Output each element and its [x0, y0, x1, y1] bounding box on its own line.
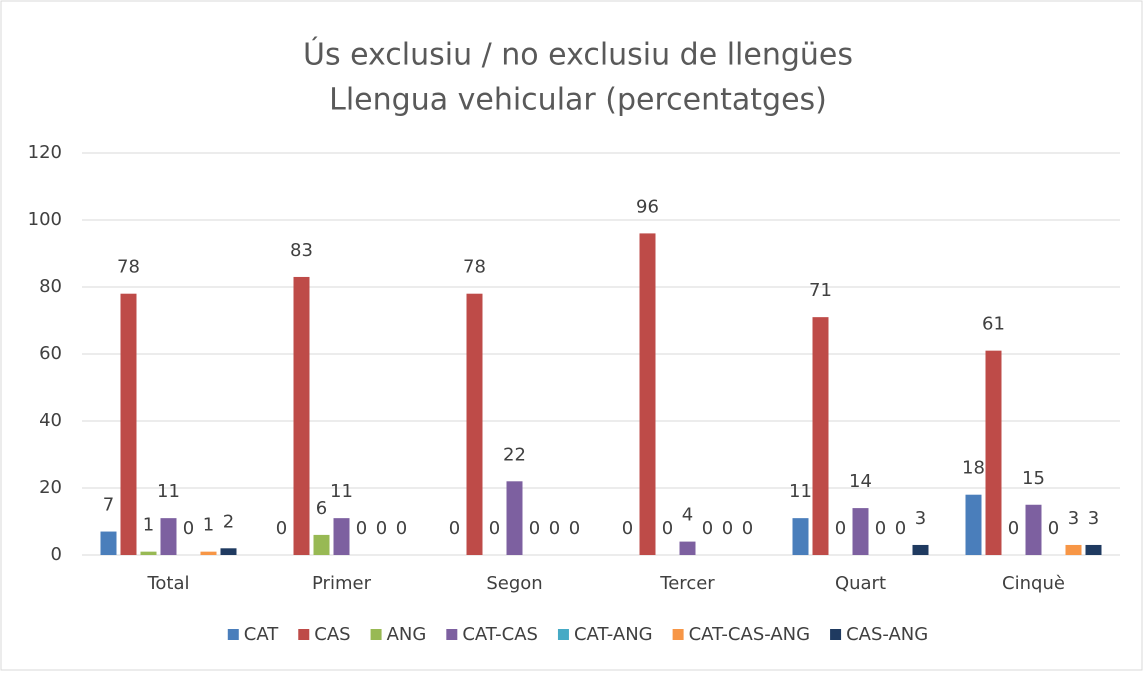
- data-label: 0: [529, 518, 540, 539]
- data-label: 4: [682, 505, 693, 526]
- data-label: 0: [489, 518, 500, 539]
- bar: [985, 350, 1002, 555]
- data-label: 0: [549, 518, 560, 539]
- x-tick-label: Total: [146, 573, 189, 594]
- data-label: 11: [789, 481, 812, 502]
- bar: [1025, 504, 1042, 555]
- bar: [506, 481, 523, 555]
- data-label: 3: [915, 508, 926, 529]
- legend-swatch: [557, 629, 569, 640]
- data-label: 6: [316, 498, 327, 519]
- data-label: 0: [276, 518, 287, 539]
- data-label: 78: [117, 257, 140, 278]
- bar: [1065, 544, 1082, 555]
- x-tick-label: Segon: [486, 573, 542, 594]
- data-label: 0: [396, 518, 407, 539]
- data-label: 78: [463, 257, 486, 278]
- bar: [679, 541, 696, 555]
- data-label: 1: [143, 515, 154, 536]
- data-label: 7: [103, 495, 114, 516]
- bar: [220, 548, 237, 555]
- data-label: 14: [849, 471, 872, 492]
- bar: [313, 534, 330, 555]
- data-label: 2: [223, 511, 234, 532]
- data-label: 1: [203, 515, 214, 536]
- legend-swatch: [830, 629, 842, 640]
- bar: [293, 276, 310, 555]
- bar: [120, 293, 137, 555]
- legend-swatch: [298, 629, 310, 640]
- bar: [466, 293, 483, 555]
- legend-swatch: [672, 629, 684, 640]
- data-label: 0: [449, 518, 460, 539]
- y-tick-label: 80: [39, 276, 62, 297]
- bar: [852, 508, 869, 555]
- bar: [812, 317, 829, 555]
- bar: [912, 544, 929, 555]
- y-tick-label: 120: [28, 142, 62, 163]
- x-tick-label: Primer: [312, 573, 372, 594]
- bar: [1085, 544, 1102, 555]
- data-label: 22: [503, 444, 526, 465]
- bar: [160, 518, 177, 555]
- data-label: 0: [183, 518, 194, 539]
- data-label: 0: [895, 518, 906, 539]
- chart-title: Ús exclusiu / no exclusiu de llengües: [303, 36, 853, 73]
- legend-label: CAT-ANG: [574, 624, 653, 645]
- bar: [100, 531, 117, 555]
- data-label: 71: [809, 280, 832, 301]
- y-tick-label: 100: [28, 209, 62, 230]
- x-tick-label: Cinquè: [1002, 573, 1065, 594]
- bar: [965, 494, 982, 555]
- legend-swatch: [446, 629, 458, 640]
- data-label: 0: [622, 518, 633, 539]
- bar: [200, 551, 217, 555]
- data-label: 83: [290, 240, 313, 261]
- data-label: 0: [1048, 518, 1059, 539]
- data-label: 11: [157, 481, 180, 502]
- bar: [792, 518, 809, 555]
- data-label: 0: [569, 518, 580, 539]
- legend-swatch: [370, 629, 382, 640]
- y-tick-label: 60: [39, 343, 62, 364]
- data-label: 61: [982, 314, 1005, 335]
- legend-label: CAS: [314, 624, 350, 645]
- data-label: 18: [962, 458, 985, 479]
- legend-swatch: [227, 629, 239, 640]
- data-label: 0: [356, 518, 367, 539]
- data-label: 11: [330, 481, 353, 502]
- data-label: 15: [1022, 468, 1045, 489]
- data-label: 0: [376, 518, 387, 539]
- data-label: 0: [722, 518, 733, 539]
- bar: [140, 551, 157, 555]
- legend-label: CAS-ANG: [846, 624, 928, 645]
- bar: [639, 233, 656, 555]
- data-label: 96: [636, 196, 659, 217]
- x-tick-label: Quart: [835, 573, 886, 594]
- data-label: 0: [1008, 518, 1019, 539]
- legend-label: CAT-CAS-ANG: [689, 624, 810, 645]
- chart-title: Llengua vehicular (percentatges): [329, 83, 827, 118]
- legend-label: CAT-CAS: [462, 624, 538, 645]
- legend-label: CAT: [244, 624, 279, 645]
- data-label: 0: [702, 518, 713, 539]
- y-tick-label: 20: [39, 477, 62, 498]
- data-label: 3: [1088, 508, 1099, 529]
- x-tick-label: Tercer: [659, 573, 715, 594]
- data-label: 0: [875, 518, 886, 539]
- y-tick-label: 40: [39, 410, 62, 431]
- data-label: 0: [835, 518, 846, 539]
- data-label: 0: [742, 518, 753, 539]
- legend-label: ANG: [387, 624, 427, 645]
- data-label: 0: [662, 518, 673, 539]
- y-tick-label: 0: [51, 544, 62, 565]
- data-label: 3: [1068, 508, 1079, 529]
- bar: [333, 518, 350, 555]
